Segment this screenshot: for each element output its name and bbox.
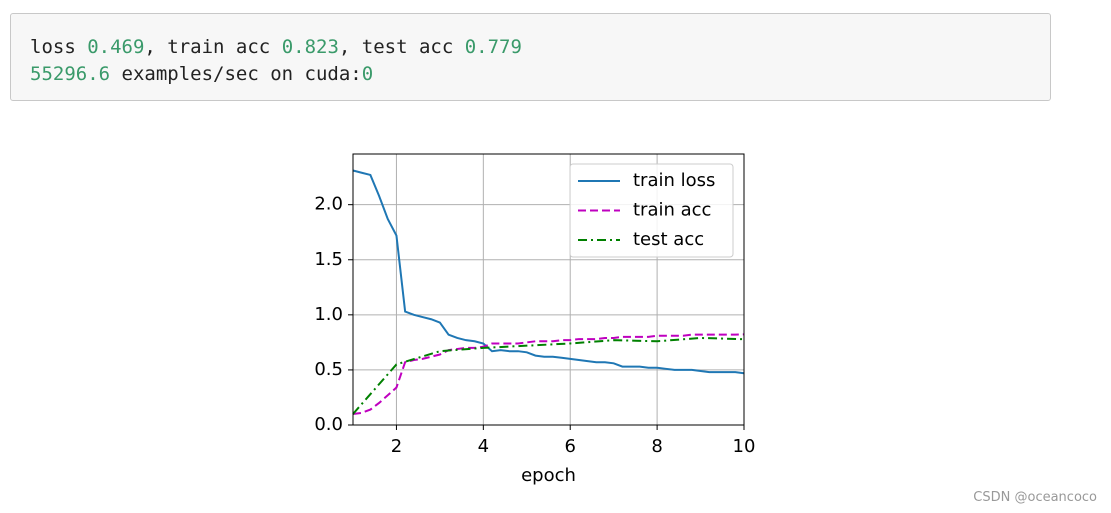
x-tick-label: 2 bbox=[391, 436, 402, 457]
x-tick-label: 10 bbox=[733, 436, 756, 457]
x-tick-label: 6 bbox=[564, 436, 575, 457]
output-text: examples/sec on cuda: bbox=[110, 63, 362, 85]
y-tick-label: 0.5 bbox=[314, 359, 343, 380]
output-text: loss bbox=[30, 36, 88, 58]
series-line bbox=[352, 336, 745, 415]
legend-label: test acc bbox=[633, 229, 704, 250]
x-axis-label: epoch bbox=[521, 465, 576, 486]
series-line bbox=[352, 333, 745, 415]
output-text: , test acc bbox=[338, 36, 465, 58]
x-tick-label: 4 bbox=[478, 436, 489, 457]
output-line: loss 0.469, train acc 0.823, test acc 0.… bbox=[30, 34, 1031, 61]
watermark: CSDN @oceancoco bbox=[973, 490, 1097, 505]
y-tick-label: 2.0 bbox=[314, 194, 343, 215]
legend-label: train loss bbox=[633, 170, 715, 191]
output-number: 0.469 bbox=[87, 36, 145, 58]
axes-frame bbox=[352, 153, 745, 426]
y-tick-label: 0.0 bbox=[314, 414, 343, 435]
output-number: 0 bbox=[361, 63, 374, 85]
output-number: 55296.6 bbox=[30, 63, 111, 85]
cell-output: loss 0.469, train acc 0.823, test acc 0.… bbox=[10, 13, 1051, 101]
output-number: 0.823 bbox=[281, 36, 339, 58]
y-tick-label: 1.5 bbox=[314, 249, 343, 270]
x-tick-label: 8 bbox=[651, 436, 662, 457]
output-text: , train acc bbox=[144, 36, 282, 58]
legend-label: train acc bbox=[633, 200, 711, 221]
series-line bbox=[352, 169, 745, 375]
legend-box bbox=[569, 163, 734, 258]
output-number: 0.779 bbox=[464, 36, 522, 58]
output-line: 55296.6 examples/sec on cuda:0 bbox=[30, 61, 1031, 88]
y-tick-label: 1.0 bbox=[314, 304, 343, 325]
